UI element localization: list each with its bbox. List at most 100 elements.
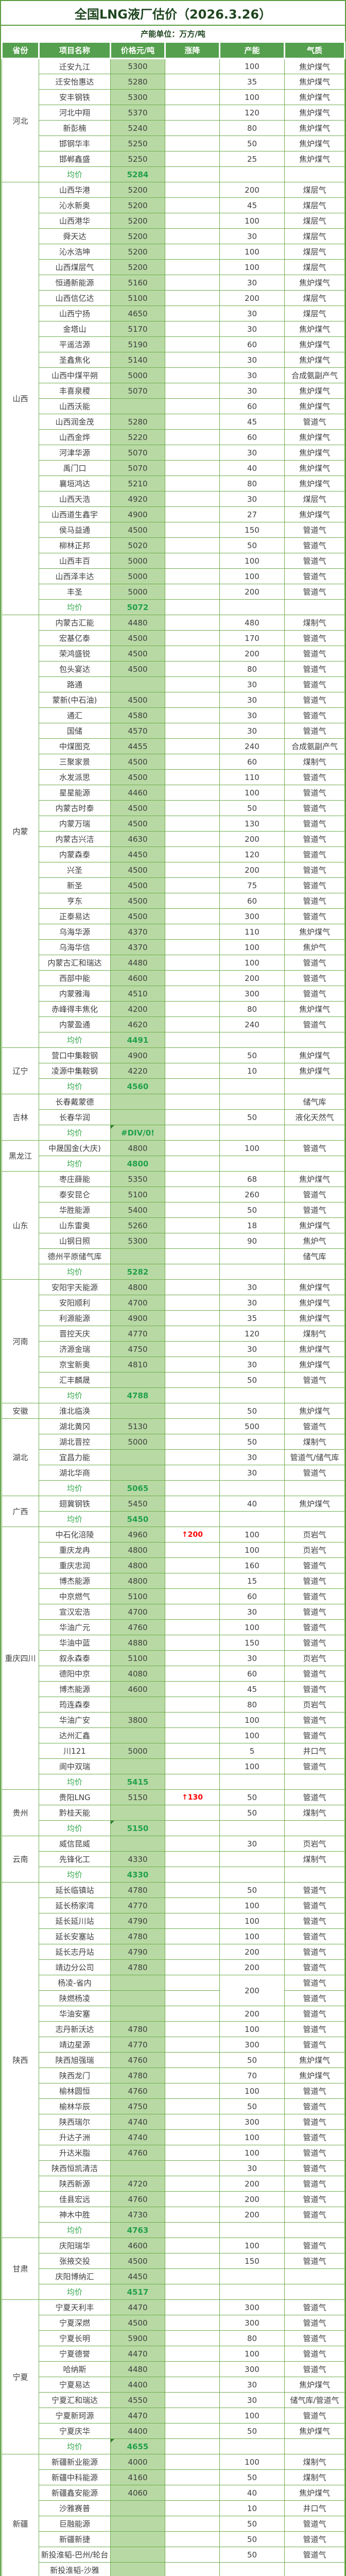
gas-cell: 管道气	[284, 2083, 345, 2099]
capacity-cell: 100	[219, 1712, 285, 1728]
change-cell	[165, 1233, 220, 1249]
change-cell	[165, 1434, 220, 1450]
capacity-cell: 50	[219, 800, 285, 816]
capacity-cell: 100	[219, 1542, 285, 1558]
price-cell	[110, 1248, 165, 1264]
table-row: 延长志丹站 4790 200 管道气	[2, 1944, 345, 1960]
table-row: 乌海华源 4370 110 焦炉煤气	[2, 924, 345, 940]
capacity-cell: 30	[219, 1449, 285, 1465]
project-cell: 宁夏长明	[39, 2330, 111, 2346]
change-cell	[165, 908, 220, 924]
change-cell	[165, 831, 220, 847]
capacity-cell: 100	[219, 259, 285, 275]
gas-cell: 焦炉气	[284, 939, 345, 955]
project-cell: 山西金烨	[39, 429, 111, 445]
capacity-cell: 27	[219, 506, 285, 522]
capacity-cell: 200	[219, 584, 285, 600]
gas-cell: 焦炉煤气	[284, 151, 345, 167]
avg-row: 均价 5415	[2, 1774, 345, 1790]
change-cell	[165, 105, 220, 121]
gas-cell	[284, 2562, 345, 2576]
project-cell: 国储	[39, 723, 111, 739]
project-cell: 内蒙盈通	[39, 1016, 111, 1032]
gas-cell: 液化天然气	[284, 1109, 345, 1125]
capacity-cell: 30	[219, 445, 285, 461]
province-cell: 吉林	[2, 1094, 39, 1141]
change-cell	[165, 2021, 220, 2037]
table-row: 新疆新捷 50 管道气	[2, 2531, 345, 2547]
price-cell: 4620	[110, 1016, 165, 1032]
capacity-cell: 120	[219, 105, 285, 121]
gas-cell: 管道气	[284, 955, 345, 971]
project-cell: 邯郸鑫盛	[39, 151, 111, 167]
gas-cell: 管道气	[284, 1681, 345, 1697]
change-cell	[165, 846, 220, 862]
gas-cell: 管道气	[284, 723, 345, 739]
table-row: 利源能源 4900 35 焦炉煤气	[2, 1310, 345, 1326]
gas-cell: 焦炉煤气	[284, 924, 345, 940]
gas-cell: 管道气	[284, 2238, 345, 2253]
project-cell: 山东雷奥	[39, 1217, 111, 1233]
price-cell: 5260	[110, 1217, 165, 1233]
change-cell	[165, 1156, 220, 1172]
change-cell	[165, 2516, 220, 2532]
project-cell: 内蒙雅海	[39, 986, 111, 1002]
capacity-cell: 150	[219, 522, 285, 538]
gas-cell: 管道气	[284, 877, 345, 893]
table-row: 包头宴达 4500 80 管道气	[2, 661, 345, 677]
change-cell	[165, 1387, 220, 1403]
capacity-cell	[219, 1851, 285, 1867]
project-cell: 均价	[39, 1774, 111, 1790]
change-cell	[165, 692, 220, 708]
price-cell: 4900	[110, 506, 165, 522]
table-row: 内蒙古兴洁 4630 200 管道气	[2, 831, 345, 847]
table-row: 济源金瑞 4750 30 焦炉煤气	[2, 1341, 345, 1357]
change-cell	[165, 2469, 220, 2485]
table-row: 内蒙古汇和瑞达 4480 100 管道气	[2, 955, 345, 971]
capacity-cell: 200	[219, 1975, 285, 2006]
gas-cell: 煤层气	[284, 213, 345, 229]
capacity-cell: 100	[219, 2408, 285, 2424]
gas-cell	[284, 1032, 345, 1048]
column-header: 产能	[219, 41, 285, 59]
price-cell: 5200	[110, 213, 165, 229]
gas-cell: 焦炉煤气	[284, 476, 345, 492]
price-cell	[110, 676, 165, 692]
capacity-cell: 260	[219, 1187, 285, 1202]
change-cell	[165, 1217, 220, 1233]
gas-cell: 管道气	[284, 2408, 345, 2424]
price-cell	[110, 1836, 165, 1852]
project-cell: 安丰钢铁	[39, 89, 111, 105]
project-cell: 延长临镇站	[39, 1882, 111, 1898]
capacity-cell: 30	[219, 2160, 285, 2176]
table-row: 山西丰百 5000 100 管道气	[2, 553, 345, 569]
table-row: 哈纳斯 4480 300 管道气	[2, 2361, 345, 2377]
capacity-cell	[219, 1820, 285, 1836]
project-cell: 延长志丹站	[39, 1944, 111, 1960]
gas-cell: 煤制气	[284, 1326, 345, 1342]
project-cell: 利源能源	[39, 1310, 111, 1326]
price-cell: 4500	[110, 862, 165, 878]
capacity-cell: 160	[219, 1557, 285, 1573]
province-cell: 安徽	[2, 1403, 39, 1419]
gas-cell: 管道气	[284, 1959, 345, 1975]
capacity-cell: 300	[219, 2315, 285, 2331]
capacity-cell: 50	[219, 2516, 285, 2532]
project-cell: 叙永森泰	[39, 1650, 111, 1666]
project-cell: 延长安塞站	[39, 1928, 111, 1944]
table-row: 赤峰得丰焦化 4200 80 焦炉煤气	[2, 1001, 345, 1017]
project-cell: 宁夏新珂源	[39, 2408, 111, 2424]
change-cell	[165, 707, 220, 723]
capacity-cell	[219, 1387, 285, 1403]
change-cell	[165, 2238, 220, 2253]
avg-row: 均价 5450	[2, 1511, 345, 1527]
capacity-cell: 200	[219, 1944, 285, 1960]
price-cell	[110, 2516, 165, 2532]
change-cell	[165, 646, 220, 662]
gas-cell: 煤制气	[284, 754, 345, 770]
table-row: 重庆忠润 4800 160 管道气	[2, 1557, 345, 1573]
change-cell	[165, 1310, 220, 1326]
table-row: 重庆四川 中石化涪陵 4960 ↑200 100 页岩气	[2, 1527, 345, 1790]
project-cell: 晋控天庆	[39, 1326, 111, 1342]
capacity-cell: 45	[219, 414, 285, 430]
